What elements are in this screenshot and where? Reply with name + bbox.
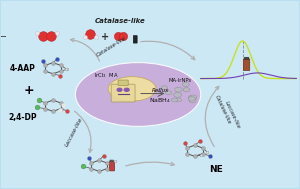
Text: Reflux: Reflux [152, 88, 169, 93]
FancyBboxPatch shape [118, 80, 128, 85]
Text: +: + [24, 84, 34, 97]
FancyBboxPatch shape [244, 59, 250, 70]
Circle shape [188, 97, 195, 101]
Text: MA·IrNPs: MA·IrNPs [168, 78, 191, 83]
FancyBboxPatch shape [133, 36, 137, 43]
Circle shape [188, 95, 195, 100]
Circle shape [190, 95, 197, 99]
Circle shape [117, 88, 122, 91]
Circle shape [189, 98, 196, 103]
Ellipse shape [108, 77, 156, 101]
Circle shape [165, 91, 172, 95]
Text: NaBH$_4$: NaBH$_4$ [149, 96, 172, 105]
Circle shape [171, 98, 178, 102]
Text: Laccase-like: Laccase-like [64, 117, 84, 147]
Text: Catalase-like: Catalase-like [95, 18, 146, 24]
FancyBboxPatch shape [111, 84, 135, 102]
Circle shape [174, 92, 182, 97]
FancyBboxPatch shape [244, 57, 249, 59]
Circle shape [175, 87, 182, 92]
Text: Catalase-like: Catalase-like [214, 94, 232, 125]
FancyBboxPatch shape [110, 160, 113, 162]
Circle shape [183, 88, 190, 92]
Text: NE: NE [209, 165, 223, 174]
Text: 2,4-DP: 2,4-DP [9, 112, 38, 122]
Text: IrCl$_3$  MA: IrCl$_3$ MA [94, 71, 119, 80]
Circle shape [161, 86, 168, 90]
Circle shape [124, 88, 129, 91]
Text: 4-AAP: 4-AAP [10, 64, 36, 73]
FancyBboxPatch shape [110, 162, 115, 171]
Text: Laccase-like: Laccase-like [224, 101, 241, 130]
Text: +: + [101, 32, 109, 42]
Text: Catalase-like: Catalase-like [95, 36, 127, 58]
Circle shape [175, 98, 182, 102]
Ellipse shape [75, 63, 201, 126]
Circle shape [182, 82, 189, 87]
